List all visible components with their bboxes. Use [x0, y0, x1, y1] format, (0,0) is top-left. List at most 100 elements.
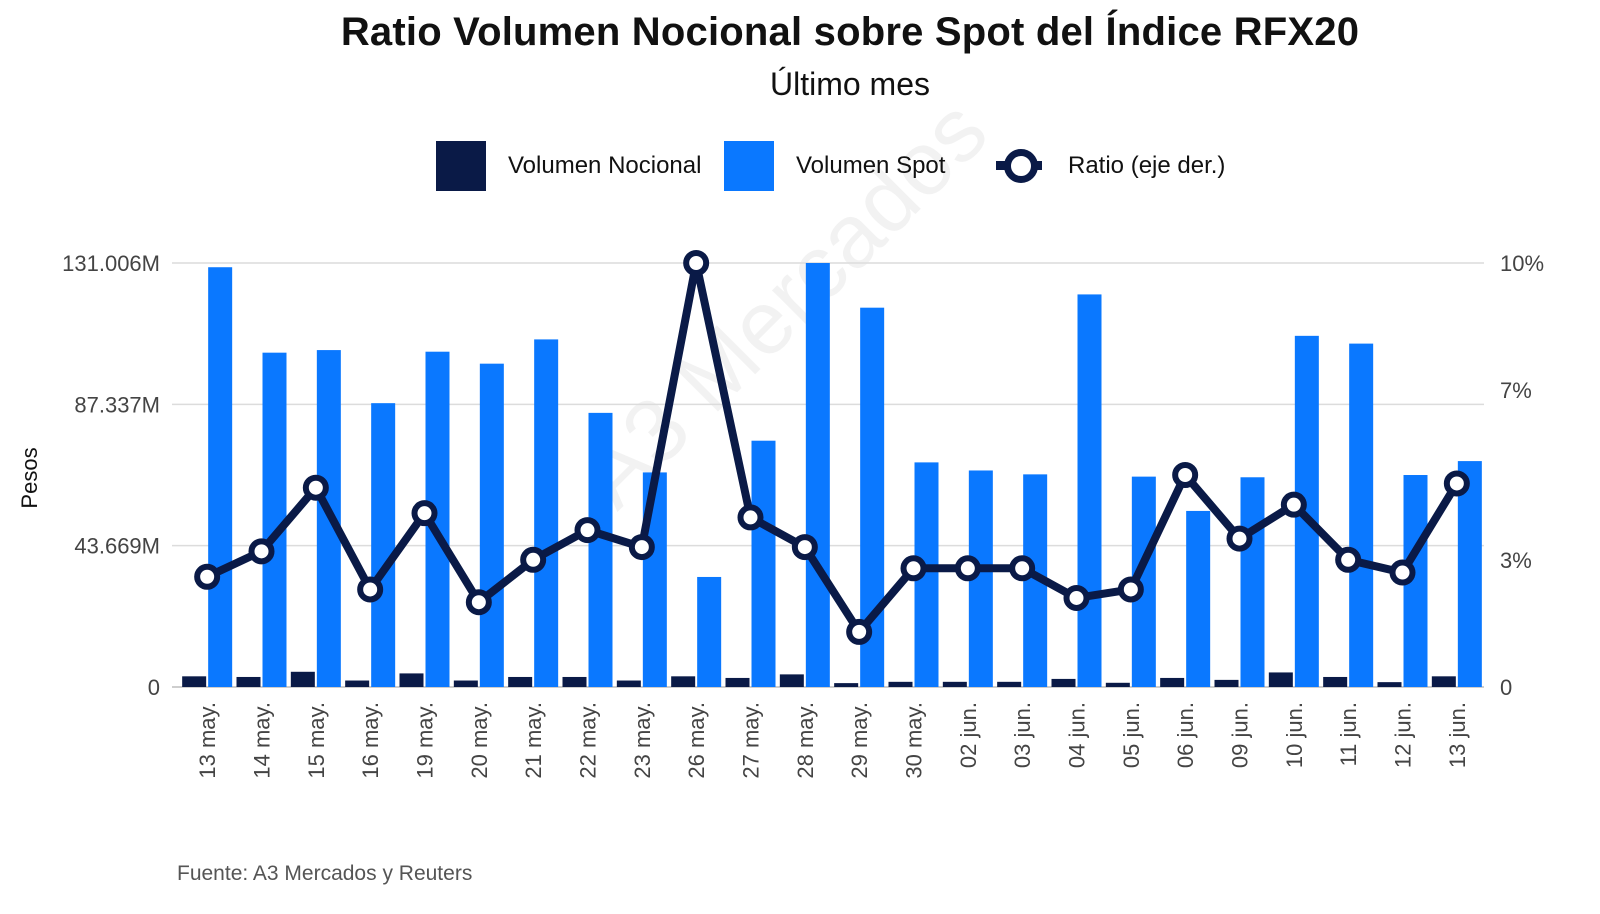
- bar-volumen-nocional: [1160, 677, 1185, 687]
- point-ratio: [1443, 470, 1470, 497]
- point-ratio: [791, 534, 818, 561]
- x-tick-label: 26 may.: [684, 702, 709, 779]
- point-ratio: [1063, 584, 1090, 611]
- y-left-tick-label: 87.337M: [74, 392, 160, 417]
- legend-swatch-ratio: [996, 141, 1046, 191]
- x-tick-label: 04 jun.: [1065, 702, 1090, 768]
- bar-volumen-spot: [1240, 477, 1265, 687]
- point-ratio: [1009, 555, 1036, 582]
- x-tick-label: 27 may.: [739, 702, 764, 779]
- x-tick-label: 30 may.: [902, 702, 927, 779]
- bar-volumen-nocional: [1051, 678, 1076, 687]
- x-tick-label: 06 jun.: [1173, 702, 1198, 768]
- point-ratio: [737, 504, 764, 531]
- x-tick-label: 13 jun.: [1445, 702, 1470, 768]
- point-ratio: [520, 546, 547, 573]
- x-tick-label: 21 may.: [521, 702, 546, 779]
- bar-volumen-spot: [479, 363, 504, 687]
- point-ratio: [900, 555, 927, 582]
- bar-volumen-nocional: [1323, 676, 1348, 687]
- x-tick-label: 05 jun.: [1119, 702, 1144, 768]
- bar-volumen-spot: [697, 576, 722, 687]
- point-ratio: [194, 563, 221, 590]
- x-tick-label: 14 may.: [250, 702, 275, 779]
- legend-swatch-spot: [724, 141, 774, 191]
- bar-volumen-nocional: [1105, 682, 1130, 687]
- bar-volumen-spot: [1457, 461, 1482, 687]
- point-ratio: [248, 538, 275, 565]
- bar-volumen-spot: [1349, 343, 1374, 687]
- bar-volumen-nocional: [834, 683, 859, 687]
- point-ratio: [465, 589, 492, 616]
- point-ratio: [1117, 576, 1144, 603]
- bar-volumen-nocional: [508, 676, 533, 687]
- bar-volumen-spot: [588, 412, 613, 687]
- y-right-tick-label: 3%: [1500, 548, 1532, 573]
- bar-volumen-nocional: [399, 673, 424, 687]
- point-ratio: [1389, 559, 1416, 586]
- bar-volumen-nocional: [671, 676, 696, 687]
- bar-volumen-nocional: [182, 676, 207, 687]
- bar-volumen-spot: [751, 440, 776, 687]
- legend-item-volumen-spot: Volumen Spot: [724, 140, 945, 192]
- bar-volumen-nocional: [1431, 676, 1456, 687]
- point-ratio: [1226, 525, 1253, 552]
- x-tick-label: 11 jun.: [1336, 702, 1361, 766]
- x-tick-label: 28 may.: [793, 702, 818, 779]
- x-tick-label: 15 may.: [304, 702, 329, 779]
- bar-volumen-nocional: [616, 680, 641, 687]
- point-ratio: [628, 534, 655, 561]
- x-tick-label: 29 may.: [847, 702, 872, 779]
- y-right-tick-label: 0: [1500, 675, 1512, 700]
- bar-volumen-spot: [208, 267, 233, 687]
- x-tick-label: 12 jun.: [1391, 702, 1416, 768]
- legend-item-volumen-nocional: Volumen Nocional: [436, 140, 701, 192]
- chart-title: Ratio Volumen Nocional sobre Spot del Ín…: [340, 10, 1360, 54]
- bar-volumen-nocional: [1268, 672, 1293, 687]
- legend-swatch-nocional: [436, 141, 486, 191]
- bar-volumen-nocional: [290, 671, 315, 687]
- bar-volumen-spot: [1077, 294, 1102, 687]
- bar-volumen-nocional: [1377, 682, 1402, 687]
- x-tick-label: 19 may.: [413, 702, 438, 779]
- point-ratio: [1172, 462, 1199, 488]
- point-ratio: [411, 500, 438, 527]
- bar-volumen-nocional: [888, 681, 913, 687]
- y-left-tick-label: 0: [148, 675, 160, 700]
- x-tick-label: 10 jun.: [1282, 702, 1307, 768]
- legend-label-nocional: Volumen Nocional: [508, 152, 702, 179]
- y-left-tick-label: 131.006M: [62, 251, 160, 276]
- point-ratio: [683, 250, 710, 276]
- point-ratio: [1280, 491, 1307, 518]
- point-ratio: [1335, 546, 1362, 573]
- bar-volumen-nocional: [725, 677, 750, 687]
- x-tick-label: 13 may.: [195, 702, 220, 779]
- legend-label-spot: Volumen Spot: [796, 152, 946, 179]
- x-tick-label: 09 jun.: [1228, 702, 1253, 768]
- bar-volumen-spot: [1186, 510, 1211, 687]
- y-left-tick-label: 43.669M: [74, 534, 160, 559]
- x-tick-label: 03 jun.: [1010, 702, 1035, 768]
- bar-volumen-spot: [262, 352, 287, 687]
- point-ratio: [574, 517, 601, 544]
- x-tick-label: 16 may.: [358, 702, 383, 779]
- y-right-tick-label: 7%: [1500, 378, 1532, 403]
- x-tick-label: 02 jun.: [956, 702, 981, 768]
- point-ratio: [954, 555, 981, 582]
- point-ratio: [302, 474, 329, 501]
- bar-volumen-spot: [371, 403, 396, 687]
- point-ratio: [846, 618, 873, 645]
- bar-volumen-nocional: [453, 680, 478, 687]
- point-ratio: [357, 576, 384, 603]
- x-tick-label: 22 may.: [576, 702, 601, 779]
- y-right-tick-label: 10%: [1500, 251, 1544, 276]
- bar-volumen-nocional: [942, 681, 967, 687]
- x-tick-label: 23 may.: [630, 702, 655, 779]
- bar-volumen-nocional: [997, 681, 1022, 687]
- legend-item-ratio: Ratio (eje der.): [996, 140, 1225, 192]
- bar-volumen-nocional: [562, 676, 587, 687]
- source-note: Fuente: A3 Mercados y Reuters: [177, 862, 473, 885]
- legend-label-ratio: Ratio (eje der.): [1068, 152, 1226, 179]
- bar-volumen-spot: [805, 263, 830, 687]
